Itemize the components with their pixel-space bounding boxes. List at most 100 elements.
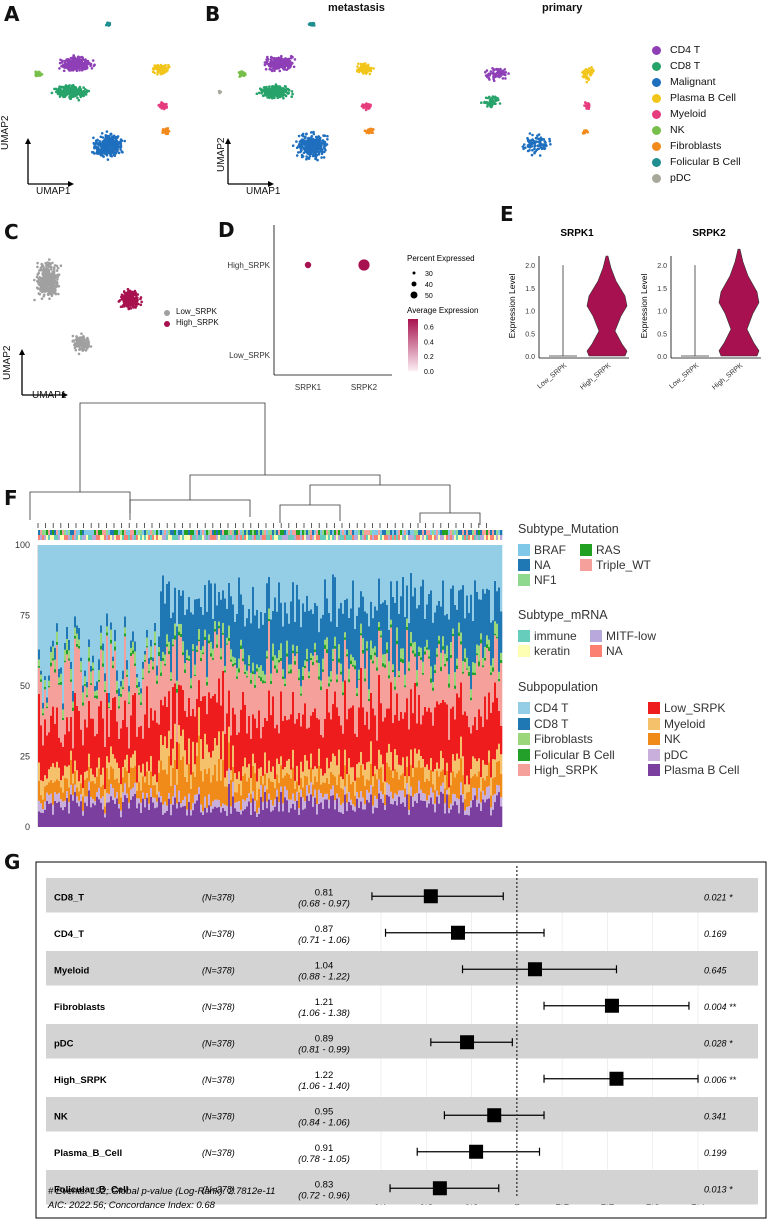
stacked-bars <box>38 545 503 827</box>
forest-row-p: 0.028 * <box>704 1038 733 1048</box>
umap-b-met-nk <box>237 70 247 78</box>
umap-c-low-2 <box>71 332 93 356</box>
legend-f-swatch <box>648 702 660 714</box>
dotplot-size-key <box>411 281 417 287</box>
violin-ytick: 1.0 <box>525 309 535 316</box>
umap-c-plot <box>19 258 143 398</box>
legend-f-label: BRAF <box>534 543 567 557</box>
forest-row-n: (N=378) <box>202 892 235 902</box>
dotplot-xtick: SRPK2 <box>351 383 378 392</box>
forest-row-name: Fibroblasts <box>54 1002 105 1013</box>
umap-b-met-cd4 <box>263 54 297 73</box>
forest-point <box>604 998 619 1013</box>
celltype-legend-label: NK <box>670 124 685 136</box>
dotplot-size-key <box>412 271 416 275</box>
umap-b-pri-myeloid <box>583 101 591 110</box>
forest-row-p: 0.199 <box>704 1148 727 1158</box>
forest-row-p: 0.341 <box>704 1111 727 1121</box>
forest-row-name: NK <box>54 1111 68 1122</box>
dotplot-color-label: 0.2 <box>424 354 434 361</box>
umap-b-pdc <box>217 89 223 95</box>
forest-row-ci: (0.81 - 0.99) <box>298 1044 350 1055</box>
legend-f-label: CD8 T <box>534 716 569 731</box>
legend-f-label: pDC <box>664 747 689 762</box>
umap-b-met-malignant <box>291 130 329 162</box>
umap-a-cd8 <box>50 84 91 102</box>
legend-f-label: NF1 <box>534 573 557 587</box>
forest-row-n: (N=378) <box>202 1075 235 1085</box>
violin-ytick: 1.0 <box>657 309 667 316</box>
forest-row-n: (N=378) <box>202 1111 235 1121</box>
umap-b-pri-cd4 <box>484 67 510 83</box>
legend-f-label: NA <box>606 644 623 658</box>
facet-primary: primary <box>542 2 583 14</box>
legend-f-swatch <box>518 574 530 586</box>
forest-row-n: (N=378) <box>202 929 235 939</box>
umap-a-arrows <box>25 138 74 187</box>
legend-f-label: Fibroblasts <box>534 732 593 746</box>
violin-ytick: 1.5 <box>525 286 535 293</box>
forest-row-n: (N=378) <box>202 1038 235 1048</box>
celltype-legend-key <box>652 46 661 55</box>
legend-f-swatch <box>518 702 530 714</box>
legend-f-label: RAS <box>596 543 621 557</box>
dotplot-ytick: Low_SRPK <box>229 351 271 360</box>
panel-label-f: F <box>4 486 18 510</box>
legend-f-subpop-title: Subpopulation <box>518 680 598 694</box>
violin-ytick: 0.5 <box>525 331 535 338</box>
legend-f-swatch <box>648 764 660 776</box>
forest-row-n: (N=378) <box>202 1002 235 1012</box>
forest-row: Fibroblasts (N=378) 1.21(1.06 - 1.38) 0.004… <box>54 997 737 1019</box>
celltype-legend-label: Folicular B Cell <box>670 156 741 168</box>
forest-point <box>487 1108 502 1123</box>
celltype-legend-key <box>652 174 661 183</box>
legend-f-label: CD4 T <box>534 701 569 715</box>
forest-row-ci: (0.71 - 1.06) <box>298 935 350 946</box>
dotplot-size-label: 30 <box>425 271 433 278</box>
legend-f-swatch <box>518 559 530 571</box>
forest-row-n: (N=378) <box>202 1184 235 1194</box>
celltype-legend-label: CD4 T <box>670 44 701 56</box>
forest-row-p: 0.004 ** <box>704 1002 737 1012</box>
forest-row-ci: (1.06 - 1.38) <box>298 1008 350 1019</box>
forest-point <box>469 1144 484 1159</box>
legend-f-swatch <box>518 630 530 642</box>
legend-f-label: High_SRPK <box>534 763 599 777</box>
forest-row-name: High_SRPK <box>54 1075 107 1086</box>
forest-row: Folicular_B_Cell (N=378) 0.83(0.72 - 0.96)… <box>46 1170 758 1205</box>
umap-a-folicular <box>105 21 112 27</box>
dotplot-color-label: 0.4 <box>424 339 434 346</box>
violin-facet: SRPK1 2.0 1.5 1.0 0.5 0.0 Expression Level Low_… <box>507 228 629 392</box>
umap-c-low-1 <box>33 258 63 302</box>
violin-facet-title: SRPK2 <box>692 228 726 239</box>
forest-row: Myeloid (N=378) 1.04(0.88 - 1.22) 0.645 <box>46 951 758 986</box>
dotplot-d: Low_SRPK High_SRPK SRPK1 SRPK2 Percent Expre… <box>227 225 478 392</box>
celltype-legend-key <box>652 158 661 167</box>
celltype-legend-key <box>652 110 661 119</box>
panel-label-d: D <box>218 218 235 242</box>
dotplot-ytick: High_SRPK <box>227 261 270 270</box>
celltype-legend-key <box>652 62 661 71</box>
dotplot-axes <box>273 225 392 376</box>
umap-c-ylabel: UMAP2 <box>2 345 13 380</box>
forest-row-p: 0.006 ** <box>704 1075 737 1085</box>
celltype-legend-key <box>652 78 661 87</box>
panel-label-g: G <box>4 850 21 874</box>
stacked-ytick: 0 <box>25 822 30 832</box>
forest-row-name: Plasma_B_Cell <box>54 1148 122 1159</box>
violin-ylabel: Expression Level <box>507 274 517 339</box>
forest-row: NK (N=378) 0.95(0.84 - 1.06) 0.341 <box>46 1097 758 1132</box>
dotplot-colorbar <box>408 319 418 371</box>
stacked-ytick: 50 <box>20 681 30 691</box>
forest-row-hr: 1.21 <box>315 997 334 1008</box>
umap-a-xlabel: UMAP1 <box>36 186 71 197</box>
forest-frame <box>35 861 767 1219</box>
legend-f-swatch <box>590 645 602 657</box>
legend-f-mrna-title: Subtype_mRNA <box>518 608 608 622</box>
forest-row-hr: 0.89 <box>315 1033 334 1044</box>
umap-c-xlabel: UMAP1 <box>32 390 67 401</box>
dotplot-size-key <box>410 291 418 299</box>
violin-ylabel: Expression Level <box>639 274 649 339</box>
dotplot-color-label: 0.0 <box>424 369 434 376</box>
forest-row-hr: 0.87 <box>315 924 334 935</box>
